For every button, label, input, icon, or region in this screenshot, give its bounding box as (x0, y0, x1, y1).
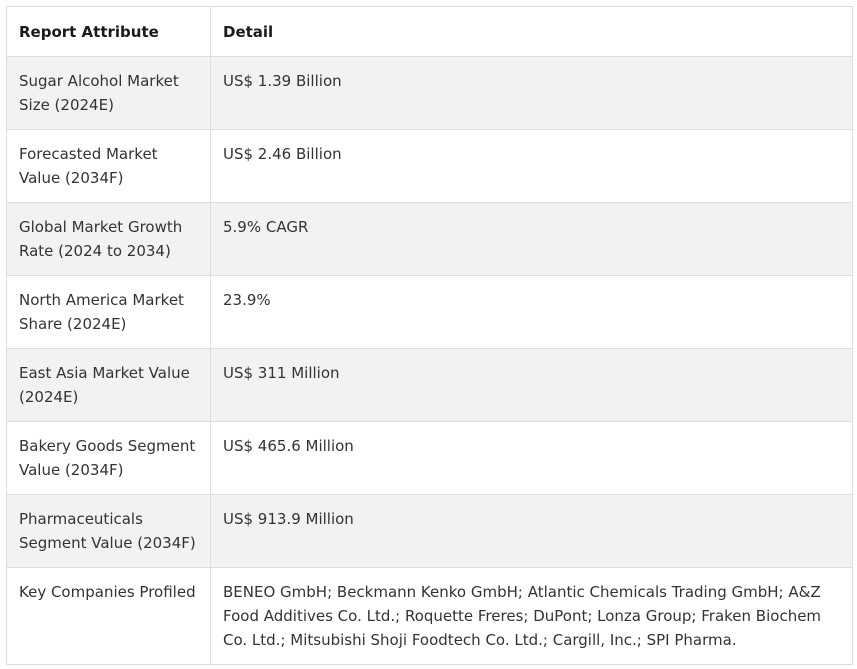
header-detail: Detail (210, 6, 853, 57)
attribute-cell: Bakery Goods Segment Value (2034F) (6, 421, 211, 495)
attribute-cell: North America Market Share (2024E) (6, 275, 211, 349)
detail-cell: 23.9% (210, 275, 853, 349)
detail-cell: 5.9% CAGR (210, 202, 853, 276)
table-header-row: Report Attribute Detail (6, 6, 853, 57)
table-row: North America Market Share (2024E) 23.9% (6, 275, 853, 349)
table-row: Pharmaceuticals Segment Value (2034F) US… (6, 494, 853, 568)
table-row: Bakery Goods Segment Value (2034F) US$ 4… (6, 421, 853, 495)
attribute-cell: Forecasted Market Value (2034F) (6, 129, 211, 203)
table-row: East Asia Market Value (2024E) US$ 311 M… (6, 348, 853, 422)
attribute-cell: Global Market Growth Rate (2024 to 2034) (6, 202, 211, 276)
detail-cell: US$ 311 Million (210, 348, 853, 422)
detail-cell: US$ 1.39 Billion (210, 56, 853, 130)
report-table-container: Report Attribute Detail Sugar Alcohol Ma… (6, 6, 853, 665)
detail-cell: US$ 2.46 Billion (210, 129, 853, 203)
attribute-cell: East Asia Market Value (2024E) (6, 348, 211, 422)
report-attributes-table: Report Attribute Detail Sugar Alcohol Ma… (6, 6, 853, 665)
detail-cell: US$ 913.9 Million (210, 494, 853, 568)
attribute-cell: Key Companies Profiled (6, 567, 211, 665)
table-row: Forecasted Market Value (2034F) US$ 2.46… (6, 129, 853, 203)
header-report-attribute: Report Attribute (6, 6, 211, 57)
detail-cell: BENEO GmbH; Beckmann Kenko GmbH; Atlanti… (210, 567, 853, 665)
detail-cell: US$ 465.6 Million (210, 421, 853, 495)
attribute-cell: Pharmaceuticals Segment Value (2034F) (6, 494, 211, 568)
table-row: Key Companies Profiled BENEO GmbH; Beckm… (6, 567, 853, 665)
table-row: Global Market Growth Rate (2024 to 2034)… (6, 202, 853, 276)
table-row: Sugar Alcohol Market Size (2024E) US$ 1.… (6, 56, 853, 130)
attribute-cell: Sugar Alcohol Market Size (2024E) (6, 56, 211, 130)
